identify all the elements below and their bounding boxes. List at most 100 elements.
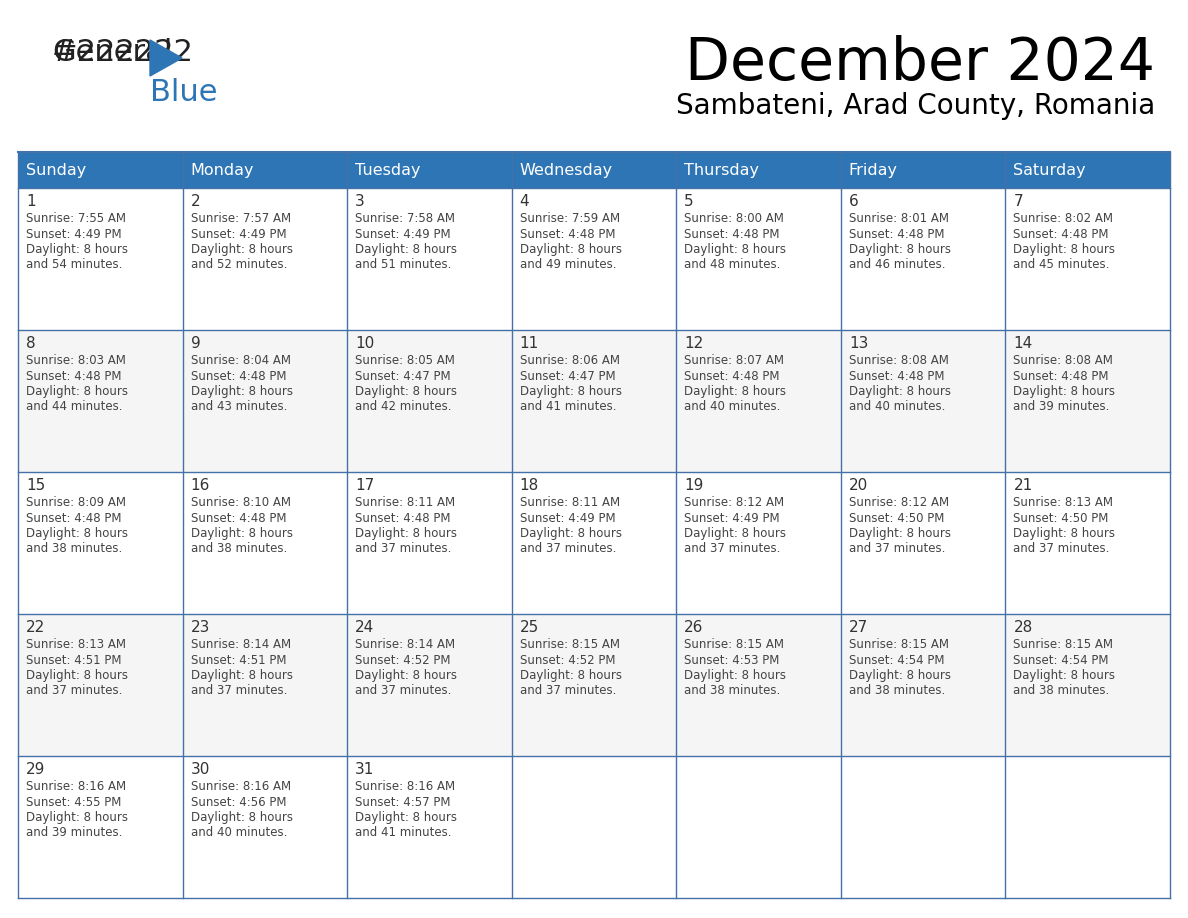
- Text: 13: 13: [849, 336, 868, 351]
- Bar: [1005, 756, 1170, 898]
- Text: 17: 17: [355, 478, 374, 493]
- Text: Daylight: 8 hours: Daylight: 8 hours: [849, 669, 950, 682]
- Text: Sunset: 4:54 PM: Sunset: 4:54 PM: [1013, 654, 1108, 666]
- Text: Daylight: 8 hours: Daylight: 8 hours: [1013, 243, 1116, 256]
- Text: Sunrise: 7:57 AM: Sunrise: 7:57 AM: [190, 212, 291, 225]
- Text: 22: 22: [26, 620, 45, 635]
- Text: Daylight: 8 hours: Daylight: 8 hours: [190, 527, 292, 540]
- Text: Daylight: 8 hours: Daylight: 8 hours: [26, 811, 128, 824]
- Text: 6: 6: [849, 194, 859, 209]
- Text: and 37 minutes.: and 37 minutes.: [684, 543, 781, 555]
- Text: Daylight: 8 hours: Daylight: 8 hours: [190, 669, 292, 682]
- Bar: [183, 756, 347, 898]
- Text: Sunrise: 8:08 AM: Sunrise: 8:08 AM: [849, 354, 949, 367]
- Text: 5: 5: [684, 194, 694, 209]
- Text: and 41 minutes.: and 41 minutes.: [519, 400, 617, 413]
- Polygon shape: [150, 40, 182, 76]
- Text: and 37 minutes.: and 37 minutes.: [519, 685, 617, 698]
- Text: Sambateni, Arad County, Romania: Sambateni, Arad County, Romania: [676, 92, 1155, 120]
- Text: and 41 minutes.: and 41 minutes.: [355, 826, 451, 839]
- Text: Blue: Blue: [150, 78, 217, 107]
- Text: Sunrise: 8:16 AM: Sunrise: 8:16 AM: [355, 780, 455, 793]
- Text: Daylight: 8 hours: Daylight: 8 hours: [26, 385, 128, 398]
- Text: Daylight: 8 hours: Daylight: 8 hours: [519, 669, 621, 682]
- Text: and 38 minutes.: and 38 minutes.: [26, 543, 122, 555]
- Text: Daylight: 8 hours: Daylight: 8 hours: [26, 243, 128, 256]
- Text: Sunset: 4:51 PM: Sunset: 4:51 PM: [26, 654, 121, 666]
- Text: Daylight: 8 hours: Daylight: 8 hours: [849, 527, 950, 540]
- Text: Sunset: 4:48 PM: Sunset: 4:48 PM: [849, 370, 944, 383]
- Bar: [841, 614, 1005, 756]
- Text: Sunrise: 7:58 AM: Sunrise: 7:58 AM: [355, 212, 455, 225]
- Bar: [841, 756, 1005, 898]
- Text: Daylight: 8 hours: Daylight: 8 hours: [26, 669, 128, 682]
- Text: Sunset: 4:51 PM: Sunset: 4:51 PM: [190, 654, 286, 666]
- Text: and 40 minutes.: and 40 minutes.: [190, 826, 287, 839]
- Text: Daylight: 8 hours: Daylight: 8 hours: [849, 243, 950, 256]
- Text: Sunset: 4:49 PM: Sunset: 4:49 PM: [26, 228, 121, 241]
- Text: and 54 minutes.: and 54 minutes.: [26, 259, 122, 272]
- Text: Sunset: 4:52 PM: Sunset: 4:52 PM: [355, 654, 450, 666]
- Text: 10: 10: [355, 336, 374, 351]
- Text: and 52 minutes.: and 52 minutes.: [190, 259, 287, 272]
- Text: 24: 24: [355, 620, 374, 635]
- Text: Sunrise: 8:11 AM: Sunrise: 8:11 AM: [519, 496, 620, 509]
- Bar: [347, 756, 512, 898]
- Text: Daylight: 8 hours: Daylight: 8 hours: [684, 385, 786, 398]
- Bar: [1005, 188, 1170, 330]
- Text: Sunrise: 8:14 AM: Sunrise: 8:14 AM: [355, 638, 455, 651]
- Text: Sunrise: 8:08 AM: Sunrise: 8:08 AM: [1013, 354, 1113, 367]
- Bar: [512, 756, 676, 898]
- Bar: [676, 188, 841, 330]
- Text: Daylight: 8 hours: Daylight: 8 hours: [355, 669, 457, 682]
- Text: Daylight: 8 hours: Daylight: 8 hours: [684, 527, 786, 540]
- Text: Daylight: 8 hours: Daylight: 8 hours: [1013, 385, 1116, 398]
- Bar: [18, 472, 183, 614]
- Text: 3: 3: [355, 194, 365, 209]
- Text: Wednesday: Wednesday: [519, 162, 613, 177]
- Bar: [512, 472, 676, 614]
- Text: 26: 26: [684, 620, 703, 635]
- Text: December 2024: December 2024: [685, 35, 1155, 92]
- Text: 25: 25: [519, 620, 539, 635]
- Bar: [676, 614, 841, 756]
- Text: Sunrise: 8:16 AM: Sunrise: 8:16 AM: [26, 780, 126, 793]
- Text: Sunset: 4:48 PM: Sunset: 4:48 PM: [355, 511, 450, 524]
- Text: Sunset: 4:48 PM: Sunset: 4:48 PM: [519, 228, 615, 241]
- Text: Daylight: 8 hours: Daylight: 8 hours: [355, 527, 457, 540]
- Text: Tuesday: Tuesday: [355, 162, 421, 177]
- Text: Daylight: 8 hours: Daylight: 8 hours: [1013, 669, 1116, 682]
- Text: and 38 minutes.: and 38 minutes.: [684, 685, 781, 698]
- Text: Sunset: 4:49 PM: Sunset: 4:49 PM: [519, 511, 615, 524]
- Text: Sunrise: 8:04 AM: Sunrise: 8:04 AM: [190, 354, 291, 367]
- Bar: [1005, 330, 1170, 472]
- Text: Sunrise: 8:09 AM: Sunrise: 8:09 AM: [26, 496, 126, 509]
- Text: Daylight: 8 hours: Daylight: 8 hours: [1013, 527, 1116, 540]
- Text: 28: 28: [1013, 620, 1032, 635]
- Text: Sunset: 4:48 PM: Sunset: 4:48 PM: [190, 511, 286, 524]
- Text: Sunrise: 8:15 AM: Sunrise: 8:15 AM: [1013, 638, 1113, 651]
- Text: Daylight: 8 hours: Daylight: 8 hours: [190, 811, 292, 824]
- Text: Sunset: 4:50 PM: Sunset: 4:50 PM: [1013, 511, 1108, 524]
- Text: 30: 30: [190, 762, 210, 777]
- Text: #222222: #222222: [52, 38, 194, 67]
- Text: and 42 minutes.: and 42 minutes.: [355, 400, 451, 413]
- Bar: [347, 472, 512, 614]
- Text: Sunset: 4:48 PM: Sunset: 4:48 PM: [684, 370, 779, 383]
- Text: Sunrise: 8:02 AM: Sunrise: 8:02 AM: [1013, 212, 1113, 225]
- Text: 4: 4: [519, 194, 530, 209]
- Text: 1: 1: [26, 194, 36, 209]
- Text: Saturday: Saturday: [1013, 162, 1086, 177]
- Text: and 40 minutes.: and 40 minutes.: [849, 400, 946, 413]
- Text: and 45 minutes.: and 45 minutes.: [1013, 259, 1110, 272]
- Bar: [347, 330, 512, 472]
- Bar: [347, 188, 512, 330]
- Bar: [183, 472, 347, 614]
- Text: Sunset: 4:54 PM: Sunset: 4:54 PM: [849, 654, 944, 666]
- Text: Daylight: 8 hours: Daylight: 8 hours: [684, 669, 786, 682]
- Text: Sunset: 4:48 PM: Sunset: 4:48 PM: [849, 228, 944, 241]
- Text: 31: 31: [355, 762, 374, 777]
- Text: Sunrise: 8:10 AM: Sunrise: 8:10 AM: [190, 496, 291, 509]
- Text: 8: 8: [26, 336, 36, 351]
- Text: Daylight: 8 hours: Daylight: 8 hours: [26, 527, 128, 540]
